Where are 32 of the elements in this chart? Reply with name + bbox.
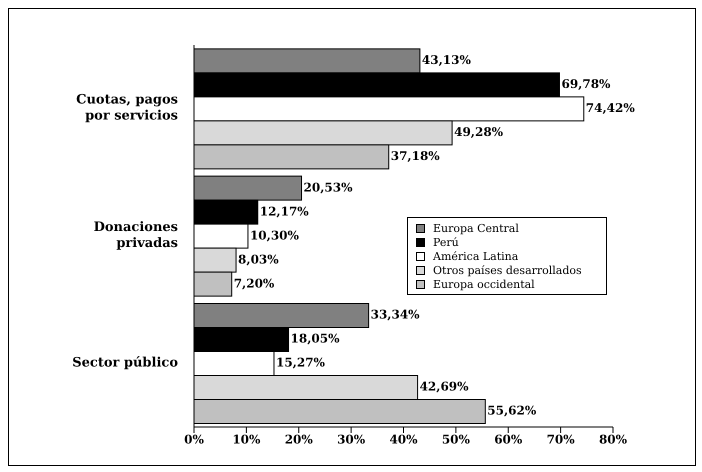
data-label: 20,53%: [304, 180, 354, 194]
data-label: 37,18%: [390, 148, 440, 163]
data-label: 49,28%: [454, 124, 504, 139]
data-label: 42,69%: [420, 380, 470, 394]
data-label: 43,13%: [422, 52, 472, 67]
data-label: 8,03%: [238, 252, 280, 266]
y-tick-label: Cuotas, pagos por servicios: [76, 93, 178, 124]
x-tick-label: 30%: [337, 432, 366, 447]
data-label: 10,30%: [250, 228, 300, 242]
legend-label: Europa Central: [433, 222, 519, 234]
data-label: 74,42%: [586, 100, 636, 115]
legend-label: Otros países desarrollados: [433, 264, 582, 276]
x-tick-label: 40%: [389, 432, 418, 447]
x-tick-label: 10%: [232, 432, 262, 447]
data-label: 12,17%: [260, 204, 310, 218]
data-label: 18,05%: [290, 332, 340, 346]
data-label: 55,62%: [487, 404, 537, 418]
x-tick-label: 80%: [598, 432, 628, 447]
data-label: 7,20%: [234, 276, 275, 290]
x-tick-label: 50%: [442, 432, 471, 447]
y-tick-label: Donaciones privadas: [94, 220, 178, 252]
data-label: 33,34%: [370, 308, 420, 322]
x-tick-label: 60%: [494, 432, 523, 447]
data-label: 69,78%: [561, 76, 612, 91]
y-tick-label: Sector público: [72, 356, 178, 371]
legend-label: Europa occidental: [433, 278, 535, 290]
legend-label: Perú: [433, 236, 459, 248]
data-label: 15,27%: [276, 356, 326, 370]
legend-label: América Latina: [433, 250, 518, 262]
x-tick-label: 70%: [546, 432, 576, 447]
x-tick-label: 0%: [184, 432, 204, 447]
x-tick-label: 20%: [284, 432, 314, 447]
